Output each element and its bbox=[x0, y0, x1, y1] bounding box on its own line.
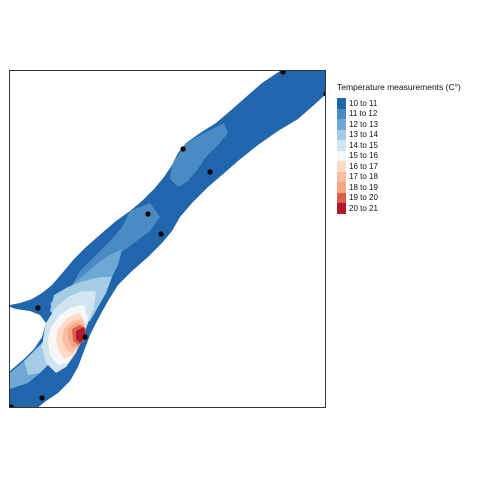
legend-item: 10 to 11 bbox=[337, 98, 477, 109]
legend-swatch bbox=[337, 140, 346, 151]
legend-item: 13 to 14 bbox=[337, 129, 477, 140]
legend-swatch bbox=[337, 119, 346, 130]
legend-items: 10 to 11 11 to 12 12 to 13 13 to 14 14 to 15… bbox=[337, 98, 477, 214]
measurement-point bbox=[145, 211, 151, 217]
temp-zone-11-12-middle bbox=[72, 203, 160, 285]
legend-swatch bbox=[337, 108, 346, 119]
legend-swatch bbox=[337, 203, 346, 214]
legend-label: 15 to 16 bbox=[349, 151, 378, 161]
measurement-point bbox=[323, 91, 325, 97]
temperature-map bbox=[10, 71, 325, 407]
legend-swatch bbox=[337, 129, 346, 140]
legend-item: 12 to 13 bbox=[337, 119, 477, 130]
legend-item: 19 to 20 bbox=[337, 192, 477, 203]
legend-label: 10 to 11 bbox=[349, 98, 378, 108]
legend-item: 17 to 18 bbox=[337, 171, 477, 182]
legend-label: 20 to 21 bbox=[349, 203, 378, 213]
legend-swatch bbox=[337, 150, 346, 161]
measurement-point bbox=[35, 305, 41, 311]
river-corridor bbox=[10, 71, 325, 407]
legend-swatch bbox=[337, 171, 346, 182]
legend-item: 15 to 16 bbox=[337, 150, 477, 161]
legend-item: 16 to 17 bbox=[337, 161, 477, 172]
legend-label: 19 to 20 bbox=[349, 193, 378, 203]
legend-label: 11 to 12 bbox=[349, 109, 378, 119]
legend-swatch bbox=[337, 192, 346, 203]
legend-label: 17 to 18 bbox=[349, 172, 378, 182]
legend-title: Temperature measurements (C°) bbox=[337, 82, 461, 92]
measurement-point bbox=[180, 146, 186, 152]
map-panel bbox=[9, 70, 326, 408]
measurement-point bbox=[207, 169, 213, 175]
measurement-points bbox=[10, 71, 325, 407]
legend-item: 18 to 19 bbox=[337, 182, 477, 193]
measurement-point bbox=[82, 334, 88, 340]
legend-item: 11 to 12 bbox=[337, 108, 477, 119]
legend-swatch bbox=[337, 161, 346, 172]
legend: Temperature measurements (C°) 10 to 11 11… bbox=[337, 82, 477, 214]
legend-swatch bbox=[337, 98, 346, 109]
legend-item: 20 to 21 bbox=[337, 203, 477, 214]
legend-label: 18 to 19 bbox=[349, 182, 378, 192]
legend-label: 13 to 14 bbox=[349, 130, 378, 140]
measurement-point bbox=[39, 395, 45, 401]
legend-label: 16 to 17 bbox=[349, 161, 378, 171]
legend-label: 14 to 15 bbox=[349, 140, 378, 150]
legend-label: 12 to 13 bbox=[349, 119, 378, 129]
temp-zone-11-12-upper bbox=[170, 123, 228, 187]
legend-item: 14 to 15 bbox=[337, 140, 477, 151]
measurement-point bbox=[280, 71, 286, 75]
measurement-point bbox=[158, 231, 164, 237]
measurement-point bbox=[10, 404, 14, 407]
legend-swatch bbox=[337, 182, 346, 193]
